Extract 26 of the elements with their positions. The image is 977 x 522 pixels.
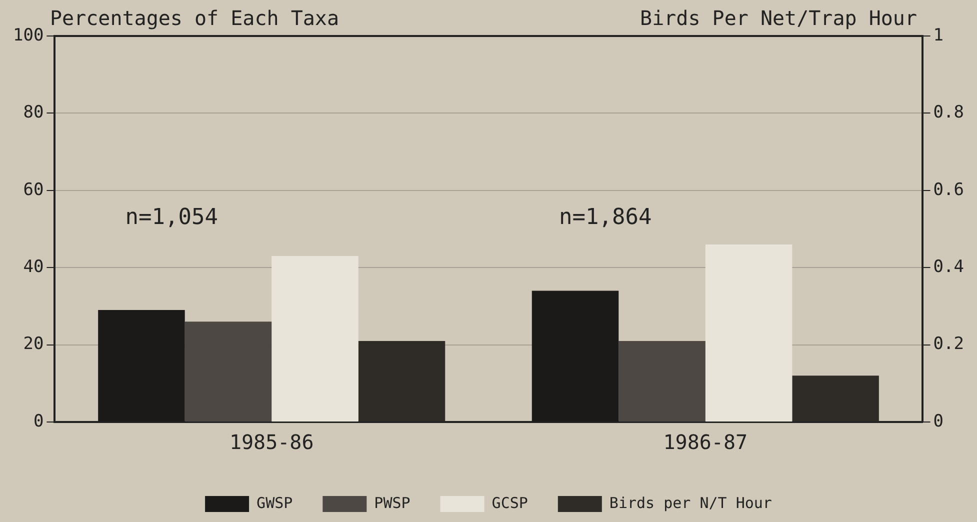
x-tick-label: 1986-87 [663,430,748,454]
y-tick-label: 20 [23,334,44,354]
bar [272,256,358,422]
y-axis-title: Percentages of Each Taxa [50,6,339,30]
y-tick-label: 100 [12,25,44,46]
y-tick-label: 40 [23,257,44,278]
y2-tick-label: 0.8 [933,102,964,123]
annotation: n=1,054 [125,204,218,230]
y-tick-label: 80 [23,102,44,123]
bar [705,244,792,422]
legend-label: GWSP [256,494,293,512]
x-tick-label: 1985-86 [229,430,314,454]
legend-label: Birds per N/T Hour [609,494,772,512]
legend-label: GCSP [492,494,528,512]
legend-label: PWSP [374,494,410,512]
bar [618,340,706,422]
annotation: n=1,864 [559,204,652,230]
y2-tick-label: 0.2 [933,334,964,354]
bar [184,322,272,422]
y2-axis-title: Birds Per Net/Trap Hour [640,6,917,30]
y2-tick-label: 1 [933,25,944,46]
y-tick-label: 0 [33,411,44,432]
y2-tick-label: 0.6 [933,180,964,200]
y2-tick-label: 0 [933,411,944,432]
y2-tick-label: 0.4 [933,257,964,278]
y-tick-label: 60 [23,180,44,200]
